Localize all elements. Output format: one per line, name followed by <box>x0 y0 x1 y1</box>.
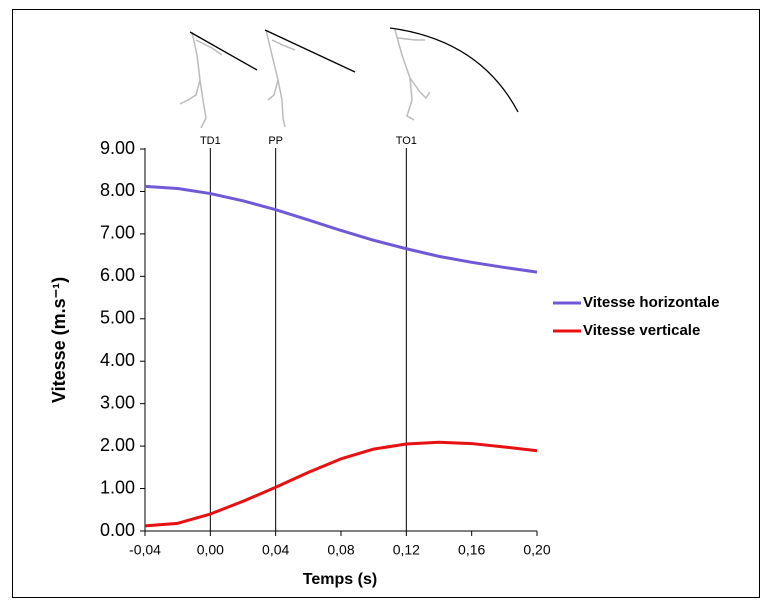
series-line <box>144 440 538 528</box>
x-tick-label: 0,04 <box>262 542 289 558</box>
chart-border <box>12 9 760 598</box>
marker-label: PP <box>268 135 283 147</box>
x-tick-label: -0,04 <box>129 542 161 558</box>
x-tick-label: 0,00 <box>197 542 224 558</box>
y-tick-label: 4.00 <box>100 350 135 370</box>
y-tick-label: 3.00 <box>100 392 135 412</box>
x-tick-label: 0,08 <box>327 542 354 558</box>
y-axis-title: Vitesse (m.s⁻¹) <box>49 277 69 403</box>
legend-label: Vitesse verticale <box>583 322 700 339</box>
y-tick-label: 1.00 <box>100 477 135 497</box>
marker-label: TD1 <box>200 135 221 147</box>
x-tick-label: 0,12 <box>393 542 420 558</box>
x-axis-title: Temps (s) <box>303 571 377 588</box>
y-tick-label: 0.00 <box>100 520 135 540</box>
legend-label: Vitesse horizontale <box>583 294 719 311</box>
y-tick-label: 2.00 <box>100 435 135 455</box>
y-tick-label: 7.00 <box>100 223 135 243</box>
marker-label: TO1 <box>396 135 417 147</box>
y-tick-label: 8.00 <box>100 180 135 200</box>
y-tick-label: 9.00 <box>100 138 135 158</box>
series-line <box>144 184 538 274</box>
x-tick-label: 0,20 <box>523 542 550 558</box>
stick-figures <box>179 27 519 129</box>
y-tick-label: 6.00 <box>100 265 135 285</box>
y-tick-label: 5.00 <box>100 308 135 328</box>
x-tick-label: 0,16 <box>458 542 485 558</box>
